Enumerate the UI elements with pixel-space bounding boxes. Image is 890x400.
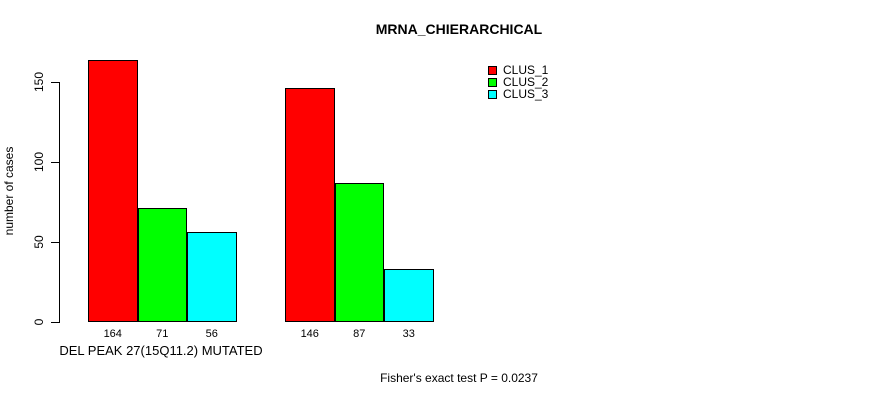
y-tick-mark — [51, 162, 59, 163]
y-tick-mark — [51, 82, 59, 83]
bar-clus_3-group1 — [187, 232, 237, 322]
y-axis-line — [59, 82, 60, 323]
y-tick-label: 150 — [32, 71, 46, 93]
legend-row-clus_1: CLUS_1 — [488, 64, 548, 76]
y-tick-mark — [51, 322, 59, 323]
legend: CLUS_1 CLUS_2 CLUS_3 — [488, 64, 548, 100]
bar-clus_2-group1 — [137, 208, 187, 322]
bar-clus_3-group2 — [384, 269, 434, 322]
bar-value-label: 33 — [402, 328, 415, 340]
legend-row-clus_3: CLUS_3 — [488, 88, 548, 100]
legend-swatch-icon — [488, 77, 497, 87]
bar-value-label: 56 — [205, 328, 218, 340]
legend-label: CLUS_2 — [503, 75, 549, 89]
fisher-test-annotation: Fisher's exact test P = 0.0237 — [380, 371, 538, 385]
y-tick-label: 0 — [32, 318, 46, 326]
bar-clus_1-group1 — [88, 59, 138, 322]
bar-value-label: 71 — [156, 328, 169, 340]
bar-value-label: 146 — [300, 328, 319, 340]
bar-value-label: 164 — [103, 328, 122, 340]
legend-label: CLUS_3 — [503, 87, 549, 101]
chart-title: MRNA_CHIERARCHICAL — [375, 21, 543, 37]
bar-clus_2-group2 — [334, 182, 384, 322]
y-tick-mark — [51, 242, 59, 243]
legend-label: CLUS_1 — [503, 63, 549, 77]
y-tick-label: 50 — [32, 235, 46, 249]
y-axis-label: number of cases — [2, 146, 16, 236]
bar-clus_1-group2 — [285, 88, 335, 322]
bar-value-label: 87 — [353, 328, 366, 340]
y-tick-label: 100 — [32, 151, 46, 173]
legend-row-clus_2: CLUS_2 — [488, 76, 548, 88]
legend-swatch-icon — [488, 65, 497, 75]
legend-swatch-icon — [488, 89, 497, 99]
x-axis-label: DEL PEAK 27(15Q11.2) MUTATED — [59, 343, 263, 358]
